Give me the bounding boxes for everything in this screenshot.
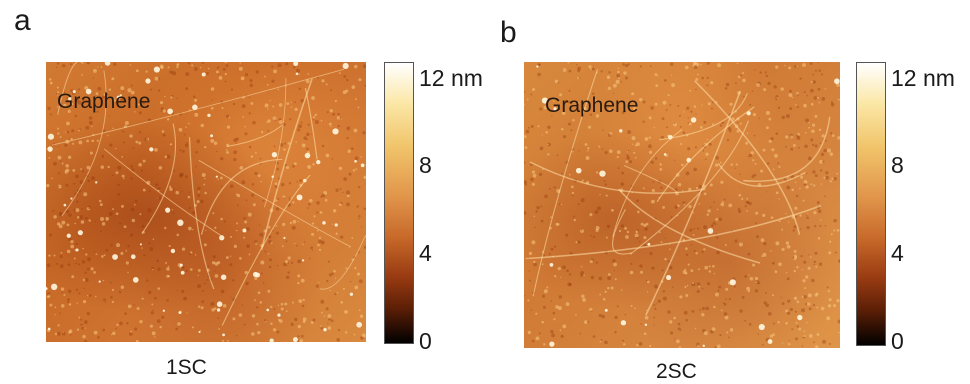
colorbar-a (384, 62, 414, 344)
colorbar-a-tick-12: 12 nm (419, 65, 483, 91)
caption-1sc: 1SC (166, 356, 207, 379)
caption-2sc: 2SC (656, 360, 697, 383)
colorbar-a-tick-8: 8 (419, 152, 432, 178)
colorbar-b (856, 62, 886, 346)
afm-image-2sc (524, 62, 840, 348)
afm-image-1sc (46, 62, 366, 342)
colorbar-a-tick-4: 4 (419, 240, 432, 266)
surface-texture (46, 62, 366, 342)
colorbar-a-tick-0: 0 (419, 328, 432, 354)
panel-letter-b: b (500, 16, 517, 49)
image-label-graphene-a: Graphene (57, 90, 151, 113)
colorbar-b-tick-0: 0 (891, 328, 904, 354)
colorbar-b-tick-8: 8 (891, 152, 904, 178)
panel-letter-a: a (14, 4, 31, 37)
colorbar-b-tick-4: 4 (891, 240, 904, 266)
surface-texture (524, 62, 840, 348)
colorbar-b-tick-12: 12 nm (891, 65, 955, 91)
image-label-graphene-b: Graphene (545, 94, 639, 117)
